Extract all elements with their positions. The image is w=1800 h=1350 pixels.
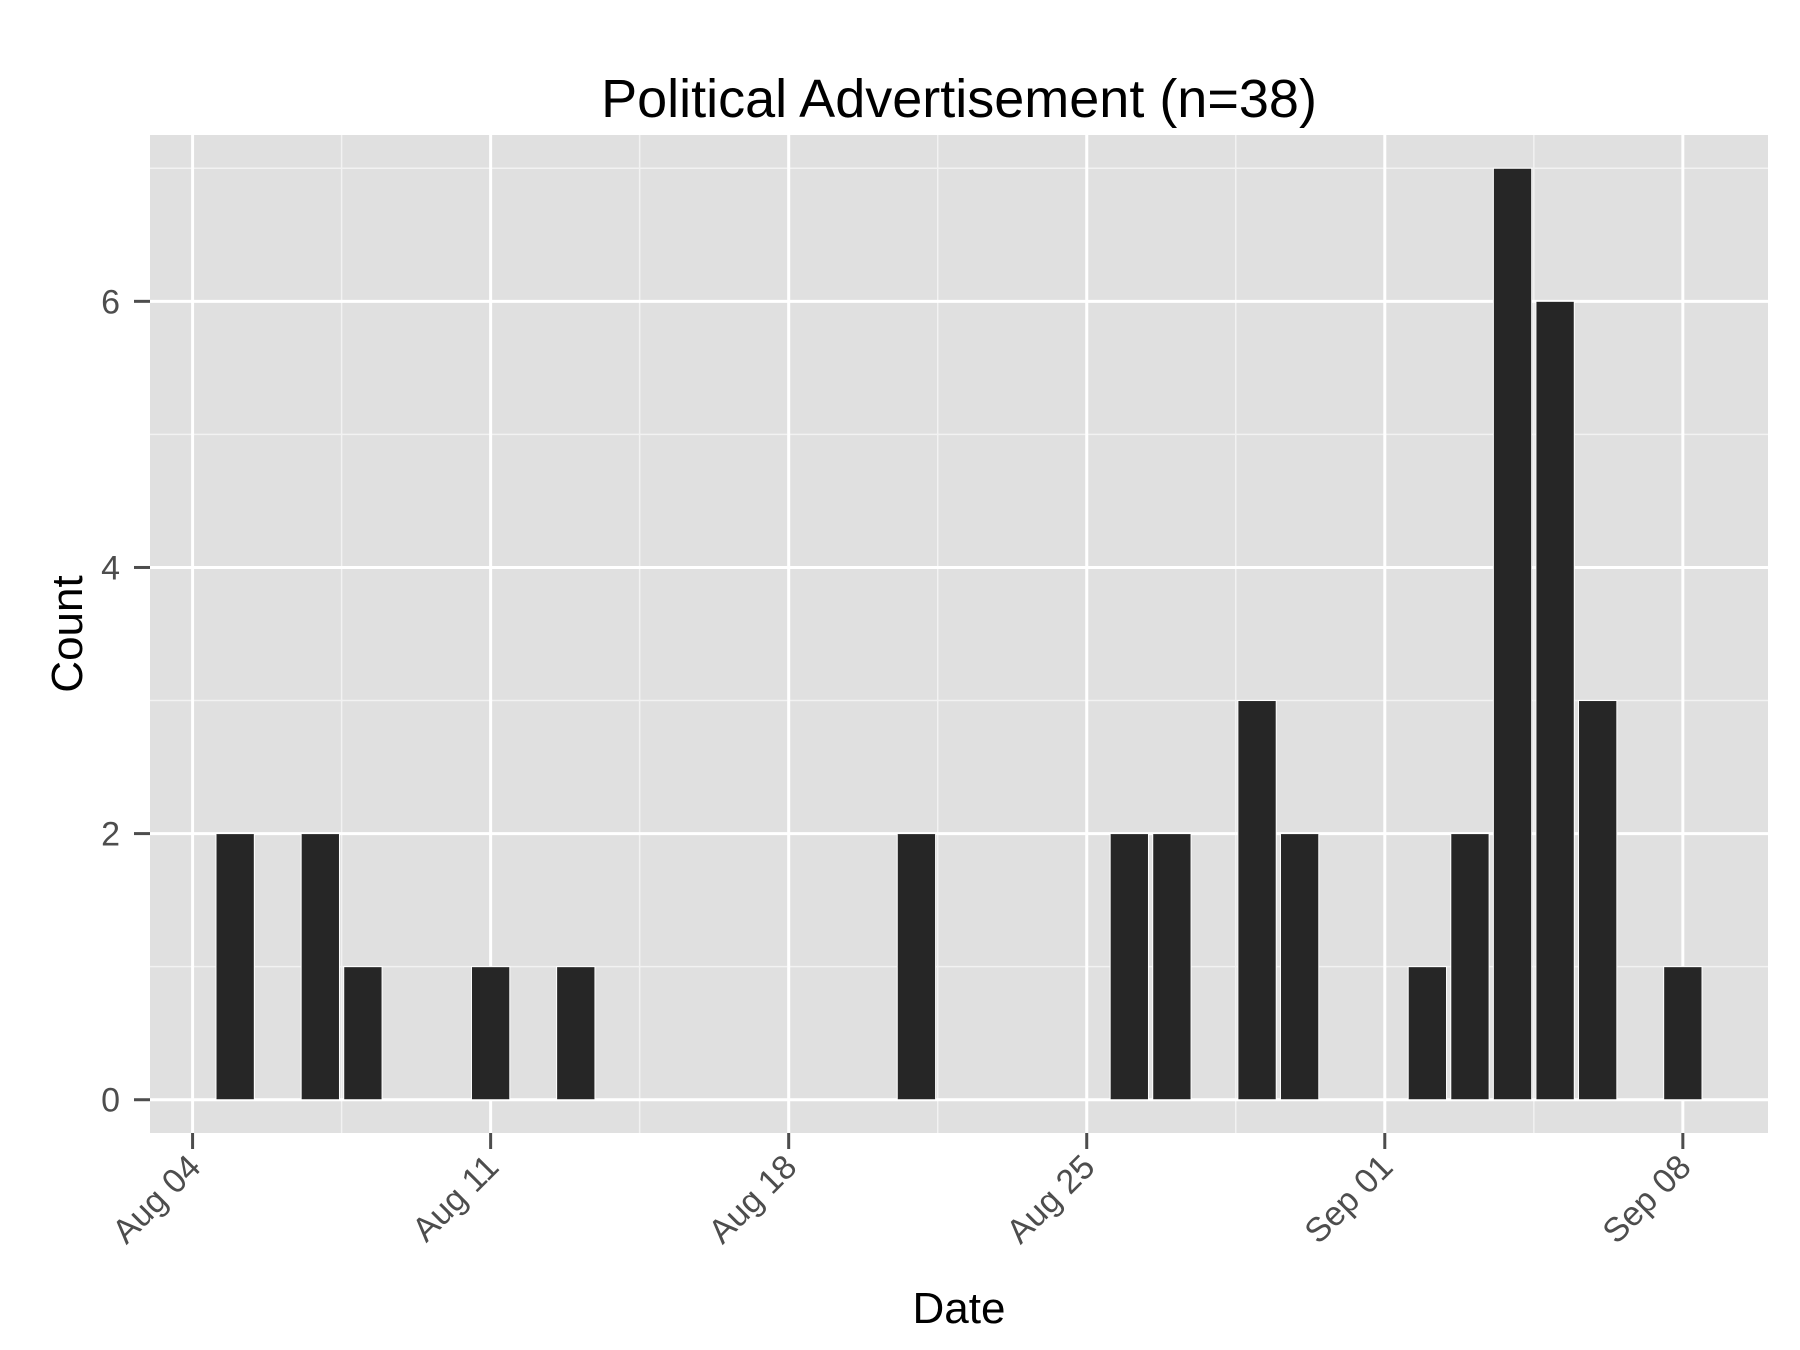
bar xyxy=(343,966,383,1101)
x-tick-label: Sep 01 xyxy=(1297,1148,1400,1251)
y-tick-label: 2 xyxy=(101,816,120,854)
bar xyxy=(215,833,255,1101)
x-axis: Aug 04 Aug 11 Aug 18 Aug 25 Sep 01 Sep 08 xyxy=(105,1133,1698,1251)
y-tick-label: 6 xyxy=(101,283,120,321)
bar xyxy=(1663,966,1703,1101)
y-axis-title: Count xyxy=(43,575,92,692)
bar xyxy=(1109,833,1149,1101)
bar xyxy=(1279,833,1320,1101)
bar xyxy=(1450,833,1490,1101)
x-tick-label: Aug 11 xyxy=(405,1148,506,1249)
bar xyxy=(896,833,937,1101)
bar xyxy=(1407,966,1448,1101)
chart-title: Political Advertisement (n=38) xyxy=(601,69,1317,129)
bar xyxy=(556,966,596,1101)
x-axis-title: Date xyxy=(913,1284,1006,1333)
bar xyxy=(1578,700,1618,1101)
bar xyxy=(300,833,340,1101)
x-tick-label: Aug 18 xyxy=(701,1148,804,1251)
x-tick-label: Sep 08 xyxy=(1595,1148,1698,1251)
bar xyxy=(1535,300,1575,1101)
y-axis: 0 2 4 6 xyxy=(101,283,150,1120)
bar xyxy=(1237,700,1277,1101)
bar xyxy=(1492,167,1533,1101)
x-tick-label: Aug 25 xyxy=(999,1148,1102,1251)
bar xyxy=(470,966,511,1101)
x-tick-label: Aug 04 xyxy=(105,1148,208,1251)
y-tick-label: 0 xyxy=(101,1082,120,1120)
bars xyxy=(215,167,1703,1101)
bar xyxy=(1152,833,1192,1101)
y-tick-label: 4 xyxy=(101,549,120,587)
